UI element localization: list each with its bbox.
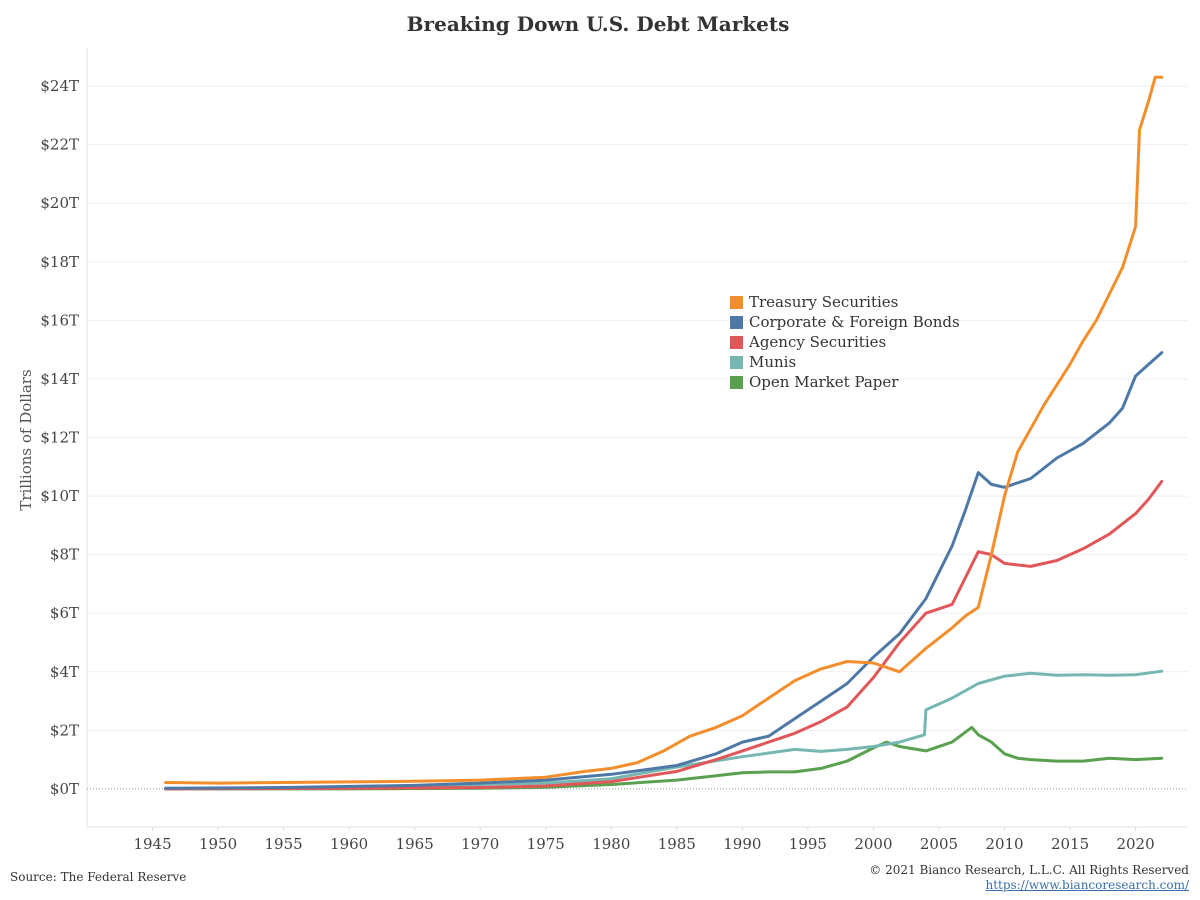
legend-swatch <box>730 375 743 389</box>
x-tick-label: 1990 <box>723 835 761 853</box>
chart-title: Breaking Down U.S. Debt Markets <box>406 12 790 36</box>
series-line-agency-securities <box>164 479 1164 791</box>
x-tick-label: 1980 <box>592 835 630 853</box>
x-tick-label: 1995 <box>789 835 827 853</box>
legend-item: Munis <box>730 352 960 372</box>
legend: Treasury Securities Corporate & Foreign B… <box>730 292 960 392</box>
source-note: Source: The Federal Reserve <box>10 870 187 884</box>
x-tick-label: 1970 <box>461 835 499 853</box>
x-tick-label: 1985 <box>658 835 696 853</box>
legend-label: Treasury Securities <box>749 293 899 311</box>
y-tick-label: $8T <box>50 546 79 564</box>
x-tick-label: 2000 <box>854 835 892 853</box>
y-tick-label: $20T <box>40 194 79 212</box>
x-tick-label: 1975 <box>527 835 565 853</box>
y-tick-label: $14T <box>40 370 79 388</box>
series-line-corporate-foreign-bonds <box>164 351 1164 790</box>
legend-swatch <box>730 355 743 369</box>
legend-item: Corporate & Foreign Bonds <box>730 312 960 332</box>
legend-label: Munis <box>749 353 797 371</box>
x-tick-label: 1955 <box>265 835 303 853</box>
legend-swatch <box>730 295 743 309</box>
y-tick-label: $0T <box>50 780 79 798</box>
copyright-block: © 2021 Bianco Research, L.L.C. All Right… <box>869 863 1189 893</box>
series-line-treasury-securities <box>164 75 1164 785</box>
legend-label: Agency Securities <box>749 333 887 351</box>
x-tick-label: 2020 <box>1116 835 1154 853</box>
y-tick-label: $6T <box>50 604 79 622</box>
legend-item: Open Market Paper <box>730 372 960 392</box>
x-tick-label: 2015 <box>1051 835 1089 853</box>
y-tick-label: $10T <box>40 487 79 505</box>
y-tick-label: $18T <box>40 253 79 271</box>
y-tick-label: $2T <box>50 721 79 739</box>
legend-swatch <box>730 335 743 349</box>
y-tick-label: $4T <box>50 663 79 681</box>
y-tick-label: $16T <box>40 311 79 329</box>
y-tick-label: $12T <box>40 429 79 447</box>
legend-swatch <box>730 315 743 329</box>
x-tick-label: 1965 <box>396 835 434 853</box>
x-tick-label: 1945 <box>133 835 171 853</box>
y-tick-label: $22T <box>40 136 79 154</box>
legend-label: Corporate & Foreign Bonds <box>749 313 960 331</box>
x-tick-label: 2010 <box>985 835 1023 853</box>
legend-item: Treasury Securities <box>730 292 960 312</box>
legend-label: Open Market Paper <box>749 373 899 391</box>
y-tick-label: $24T <box>40 77 79 95</box>
x-tick-label: 2005 <box>920 835 958 853</box>
x-tick-label: 1960 <box>330 835 368 853</box>
x-tick-label: 1950 <box>199 835 237 853</box>
series-line-open-market-paper <box>164 725 1164 791</box>
legend-item: Agency Securities <box>730 332 960 352</box>
copyright-text: © 2021 Bianco Research, L.L.C. All Right… <box>869 863 1189 877</box>
website-link[interactable]: https://www.biancoresearch.com/ <box>985 878 1189 892</box>
series-line-munis <box>164 669 1164 791</box>
